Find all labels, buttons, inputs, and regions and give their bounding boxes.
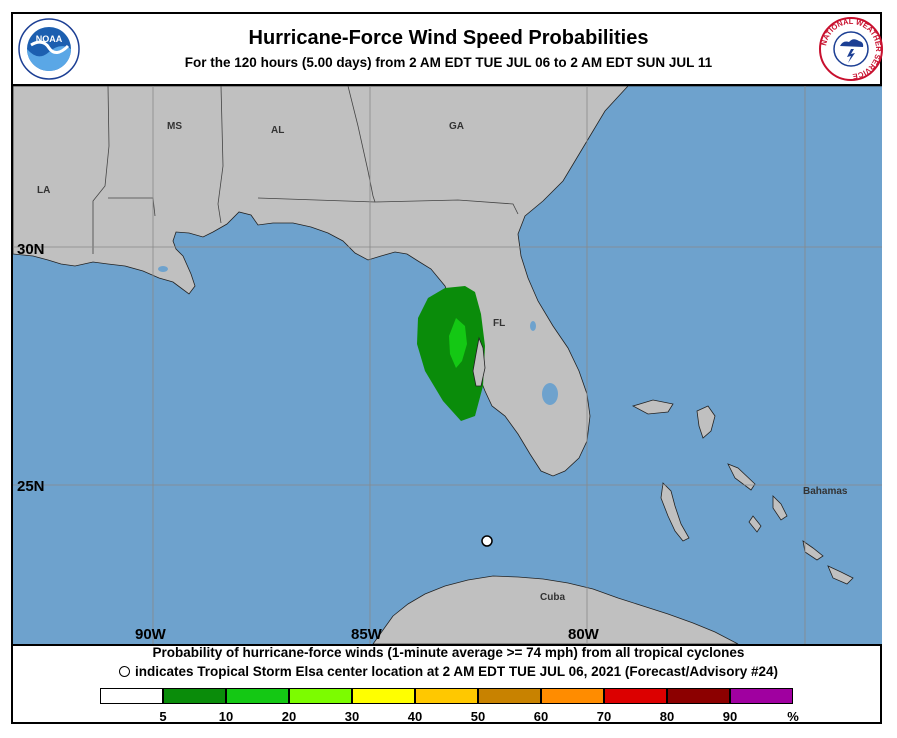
footer-line-1: Probability of hurricane-force winds (1-…: [152, 645, 745, 660]
chart-subtitle: For the 120 hours (5.00 days) from 2 AM …: [184, 55, 713, 70]
state-label-la: LA: [37, 185, 50, 196]
lon-label-90w: 90W: [135, 626, 167, 643]
us-landmass: [13, 86, 882, 477]
legend-label-80: 80: [659, 709, 675, 724]
state-borders: [92, 86, 519, 254]
legend-swatch-8: [604, 688, 667, 704]
bahamas-islands: [631, 399, 854, 585]
storm-marker-symbol: [119, 665, 130, 677]
state-label-al: AL: [271, 125, 284, 136]
legend-label-10: 10: [218, 709, 234, 724]
legend-label-20: 20: [281, 709, 297, 724]
lakes: [158, 266, 558, 405]
lon-label-85w: 85W: [351, 626, 383, 643]
legend-swatch-10: [730, 688, 793, 704]
legend-swatch-7: [541, 688, 604, 704]
lat-label-25n: 25N: [17, 478, 45, 495]
legend-label-5: 5: [159, 709, 167, 724]
legend-swatch-4: [352, 688, 415, 704]
state-label-fl: FL: [493, 318, 505, 329]
legend-label-30: 30: [344, 709, 360, 724]
legend-label-60: 60: [533, 709, 549, 724]
probability-area-10-20: [449, 318, 467, 368]
state-label-ga: GA: [449, 121, 464, 132]
lat-lon-grid: [13, 86, 882, 644]
noaa-logo-text: NOAA: [36, 34, 63, 44]
legend-swatch-3: [289, 688, 352, 704]
chart-title: Hurricane-Force Wind Speed Probabilities: [248, 27, 649, 49]
legend-swatch-5: [415, 688, 478, 704]
legend-label-70: 70: [596, 709, 612, 724]
legend-label-percent: %: [787, 709, 799, 724]
lat-label-30n: 30N: [17, 241, 45, 258]
legend-label-90: 90: [722, 709, 738, 724]
legend-swatch-1: [163, 688, 226, 704]
legend-label-50: 50: [470, 709, 486, 724]
probability-map: MS AL GA LA FL Bahamas Cuba 30N 25N 90W …: [13, 84, 882, 646]
noaa-logo: NOAA: [18, 18, 80, 80]
lon-label-80w: 80W: [568, 626, 600, 643]
storm-center-marker: [481, 535, 493, 547]
legend-swatch-9: [667, 688, 730, 704]
cuba: [372, 575, 739, 644]
fl-coast-over-contour: [472, 336, 486, 387]
region-label-cuba: Cuba: [540, 592, 565, 603]
footer-line-2-text: indicates Tropical Storm Elsa center loc…: [135, 664, 778, 679]
legend-swatch-2: [226, 688, 289, 704]
legend-label-40: 40: [407, 709, 423, 724]
state-label-ms: MS: [167, 121, 182, 132]
nws-logo: NATIONAL WEATHER SERVICE: [819, 17, 883, 81]
legend-swatch-6: [478, 688, 541, 704]
legend-swatch-0: [100, 688, 163, 704]
footer-line-2: indicates Tropical Storm Elsa center loc…: [0, 664, 897, 679]
region-label-bahamas: Bahamas: [803, 486, 848, 497]
